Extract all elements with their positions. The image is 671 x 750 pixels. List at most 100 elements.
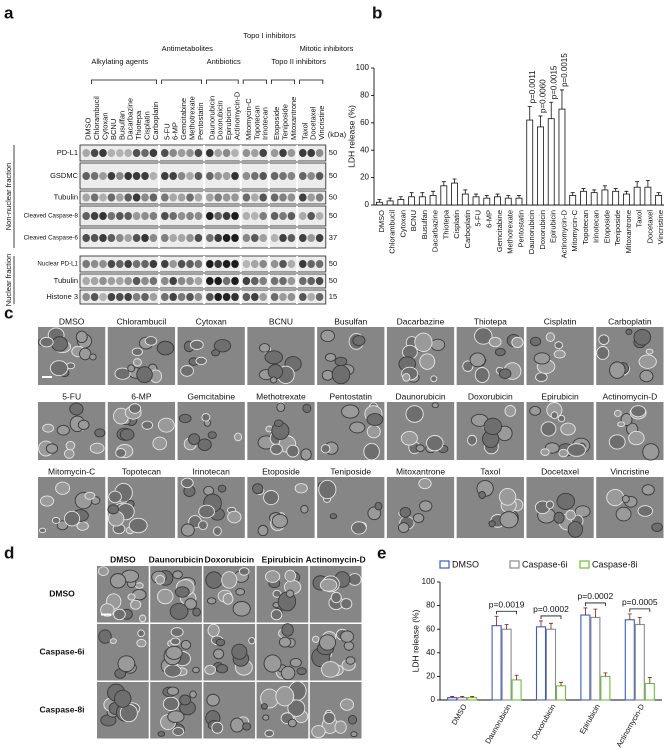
- micrograph-cell: [206, 597, 217, 605]
- blot-band: [307, 277, 315, 285]
- blot-band: [279, 260, 287, 268]
- blot-band: [124, 260, 132, 268]
- micrograph-cell: [615, 506, 632, 522]
- blot-band: [259, 149, 267, 157]
- blot-band: [259, 277, 267, 285]
- error-bar: [388, 197, 393, 201]
- micrograph: [256, 623, 309, 681]
- blot-row-label: PD-L1: [57, 148, 78, 157]
- blot-row-label: Tubulin: [54, 192, 78, 201]
- bar: [467, 697, 478, 701]
- blot-band: [251, 293, 259, 301]
- blot-band: [279, 193, 287, 202]
- blot-band: [222, 149, 231, 157]
- micrograph-cell: [567, 443, 586, 457]
- micrograph-label: Daunorubicin: [395, 391, 445, 401]
- micrograph-cell: [205, 571, 223, 589]
- bar: [601, 189, 609, 206]
- micrograph-cell: [56, 424, 70, 436]
- blot-band: [194, 277, 203, 285]
- bar: [483, 197, 491, 206]
- micrograph-cell: [180, 523, 195, 537]
- blot-band: [161, 212, 169, 220]
- blot-band: [177, 277, 186, 285]
- x-tick-label: Chlorambucil: [388, 210, 397, 254]
- micrograph-cell: [462, 360, 474, 372]
- blot-row-label: Cleaved Caspase-6: [24, 235, 79, 242]
- micrograph-cell: [165, 645, 183, 660]
- micrograph-cell: [144, 336, 158, 346]
- micrograph-cell: [206, 693, 220, 707]
- micrograph-cell: [139, 614, 147, 623]
- blot-band: [141, 260, 149, 268]
- micrograph: [177, 327, 245, 385]
- micrograph-cell: [174, 586, 190, 598]
- blot-band: [141, 212, 149, 220]
- blot-band: [116, 212, 124, 220]
- blot-band: [206, 193, 214, 202]
- micrograph-cell: [231, 643, 248, 660]
- blot-band: [149, 193, 158, 202]
- micrograph-cell: [109, 638, 117, 644]
- micrograph-label: Actinomycin-D: [602, 391, 657, 401]
- micrograph: [177, 402, 245, 460]
- blot-band: [169, 172, 177, 180]
- blot-band: [116, 293, 124, 301]
- blot-band: [231, 212, 239, 220]
- blot-row-label: Histone 3: [46, 292, 78, 301]
- micrograph-cell: [553, 511, 565, 524]
- micrograph-cell: [418, 477, 432, 490]
- micrograph: [247, 401, 315, 461]
- blot-strip: [79, 205, 327, 227]
- error-bar: [627, 613, 632, 620]
- micrograph-cell: [227, 510, 242, 524]
- micrograph: [150, 566, 202, 623]
- blot-band: [186, 234, 194, 242]
- micrograph: [247, 327, 315, 385]
- blot-band: [214, 193, 222, 202]
- micrograph-label: Vincristine: [610, 466, 649, 476]
- drug-class-bracket: [206, 79, 239, 84]
- micrograph: [386, 402, 455, 460]
- bar: [491, 625, 502, 701]
- micrograph-cell: [170, 637, 181, 646]
- micrograph-cell: [329, 513, 338, 520]
- y-tick-label: 80: [426, 601, 435, 610]
- blot-band: [287, 260, 296, 268]
- micrograph-cell: [38, 527, 47, 534]
- blot-band: [214, 260, 222, 268]
- micrograph-cell: [637, 505, 653, 517]
- micrograph-cell: [45, 443, 59, 454]
- lane-label: Busulfan: [117, 111, 126, 140]
- error-bar: [583, 607, 588, 616]
- error-bar: [420, 192, 425, 197]
- micrograph: [203, 682, 256, 739]
- micrograph-cell: [352, 335, 366, 347]
- lane-label: Cytoxan: [100, 112, 109, 140]
- drug-class-bracket: [271, 79, 295, 84]
- blot-band: [206, 260, 214, 268]
- micrograph-cell: [553, 349, 566, 359]
- blot-band: [259, 172, 267, 180]
- kda-marker: 50: [329, 211, 337, 220]
- micrograph-cell: [128, 517, 148, 534]
- blot-strip: [79, 289, 327, 305]
- blot-band: [279, 293, 287, 301]
- blot-band: [231, 277, 239, 285]
- blot-band: [231, 149, 239, 157]
- micrograph-cell: [235, 588, 245, 596]
- micrograph-cell: [400, 430, 418, 446]
- micrograph-cell: [276, 402, 286, 413]
- micrograph-row-label: DMSO: [49, 588, 75, 598]
- blot-band: [186, 149, 194, 157]
- blot-band: [315, 277, 324, 285]
- blot-band: [299, 293, 307, 301]
- micrograph-cell: [127, 593, 136, 601]
- micrograph-cell: [278, 636, 292, 648]
- lane-label: DMSO: [84, 117, 93, 140]
- blot-band: [259, 212, 267, 220]
- blot-band: [270, 293, 279, 301]
- blot-band: [82, 277, 90, 285]
- micrograph-field: [177, 402, 245, 460]
